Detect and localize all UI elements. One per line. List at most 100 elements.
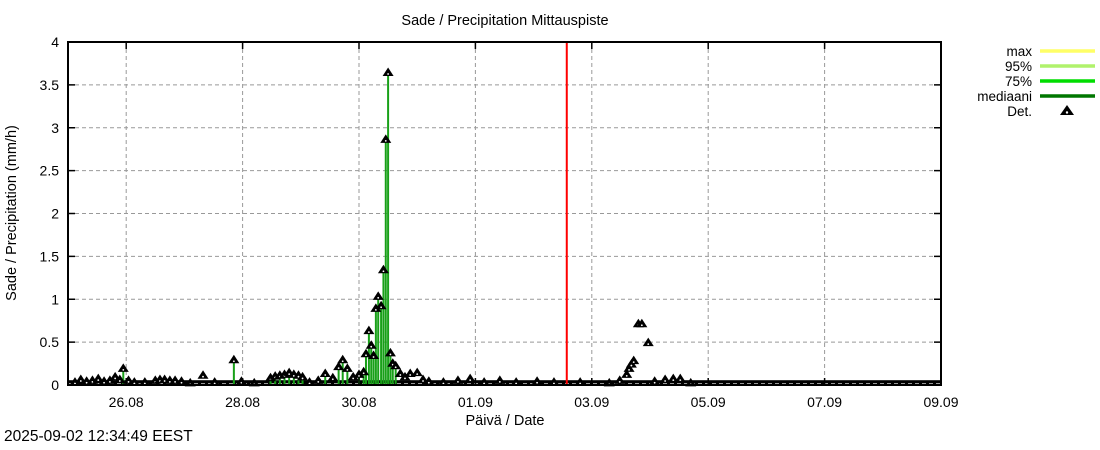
x-tick-label: 05.09 — [691, 394, 726, 410]
det-marker-dot — [109, 380, 111, 383]
x-tick-label: 28.08 — [225, 394, 260, 410]
det-marker — [394, 368, 406, 377]
det-marker-dot — [114, 377, 117, 380]
det-marker-dot — [457, 380, 459, 383]
legend-label-95: 95% — [1005, 59, 1032, 74]
det-marker-dot — [346, 368, 349, 371]
det-marker-dot — [536, 381, 538, 384]
det-marker-dot — [317, 380, 320, 383]
det-marker-dot — [618, 380, 621, 383]
det-marker-dot — [358, 374, 360, 377]
det-marker-dot — [292, 374, 295, 377]
det-marker-dot — [365, 354, 367, 357]
legend-triangle-dot — [1065, 111, 1069, 114]
det-marker — [659, 374, 671, 383]
y-tick-label: 2.5 — [40, 163, 60, 179]
det-marker — [228, 354, 240, 364]
det-marker — [92, 373, 104, 383]
legend-label-75: 75% — [1005, 74, 1032, 89]
det-marker-dot — [372, 356, 375, 358]
det-marker — [347, 371, 359, 381]
det-marker-dot — [341, 360, 344, 363]
det-marker — [372, 291, 384, 300]
det-marker-dot — [97, 379, 100, 382]
det-marker — [636, 318, 648, 328]
legend-label-det: Det. — [1007, 104, 1032, 119]
det-marker — [104, 375, 116, 384]
det-marker — [382, 67, 394, 77]
x-tick-label: 03.09 — [574, 394, 609, 410]
det-marker-dot — [337, 367, 340, 370]
det-marker-dot — [324, 374, 327, 376]
det-marker-dot — [647, 343, 650, 346]
det-marker — [197, 370, 209, 379]
det-marker-dot — [174, 380, 176, 383]
det-marker — [423, 376, 435, 385]
axes-frame-layer — [67, 41, 942, 386]
det-marker-dot — [498, 380, 501, 383]
det-marker-dot — [679, 379, 682, 382]
det-marker-dot — [630, 364, 633, 367]
det-marker-dot — [632, 361, 635, 364]
det-marker — [411, 367, 423, 377]
legend-label-mediaani: mediaani — [977, 89, 1032, 104]
det-marker — [478, 377, 490, 386]
det-marker — [375, 300, 387, 310]
det-marker — [353, 369, 365, 378]
det-marker — [312, 375, 324, 384]
det-marker-dot — [85, 381, 88, 384]
det-marker — [399, 371, 411, 381]
det-marker — [510, 377, 522, 386]
det-marker — [169, 375, 181, 384]
det-marker-dot — [672, 379, 675, 382]
det-marker — [417, 374, 429, 383]
det-marker — [235, 376, 247, 385]
det-marker — [327, 372, 339, 382]
det-marker — [623, 363, 635, 372]
det-marker — [175, 376, 187, 385]
det-marker — [117, 363, 129, 372]
det-marker — [368, 350, 380, 359]
det-marker-dot — [79, 380, 82, 382]
det-marker-dot — [288, 373, 291, 376]
det-marker — [380, 134, 392, 143]
det-marker-dot — [297, 375, 300, 378]
det-marker-dot — [118, 380, 121, 382]
legend-triangle-icon — [1060, 105, 1074, 115]
y-tick-label: 4 — [51, 34, 59, 50]
det-marker-dot — [427, 381, 430, 384]
det-marker — [360, 348, 372, 358]
y-axis-label: Sade / Precipitation (mm/h) — [4, 125, 20, 301]
det-marker-dot — [122, 368, 125, 371]
chart-title: Sade / Precipitation Mittauspiste — [401, 13, 608, 29]
det-marker — [337, 354, 349, 364]
det-marker — [363, 325, 375, 335]
det-marker — [128, 377, 140, 386]
y-tick-label: 3.5 — [40, 77, 60, 93]
det-marker-dot — [91, 380, 94, 383]
det-marker — [437, 377, 449, 386]
det-marker-dot — [180, 381, 183, 384]
det-marker — [114, 374, 126, 383]
det-marker — [209, 377, 221, 386]
det-marker-dot — [387, 73, 389, 75]
det-marker — [365, 340, 377, 349]
det-marker — [494, 375, 506, 384]
y-tick-label: 3 — [51, 120, 59, 136]
det-marker-dot — [163, 380, 166, 382]
det-marker — [384, 347, 396, 357]
x-tick-label: 07.09 — [807, 394, 842, 410]
det-marker-dot — [367, 331, 370, 334]
grid-layer — [68, 42, 941, 385]
det-marker — [452, 375, 464, 384]
det-marker-dot — [653, 381, 656, 384]
det-marker — [531, 376, 543, 385]
det-marker — [370, 303, 382, 312]
det-marker-dot — [331, 378, 334, 381]
det-marker-dot — [404, 377, 406, 380]
det-marker-dot — [232, 360, 235, 363]
det-marker-dot — [382, 270, 385, 273]
det-marker-dot — [374, 308, 377, 311]
